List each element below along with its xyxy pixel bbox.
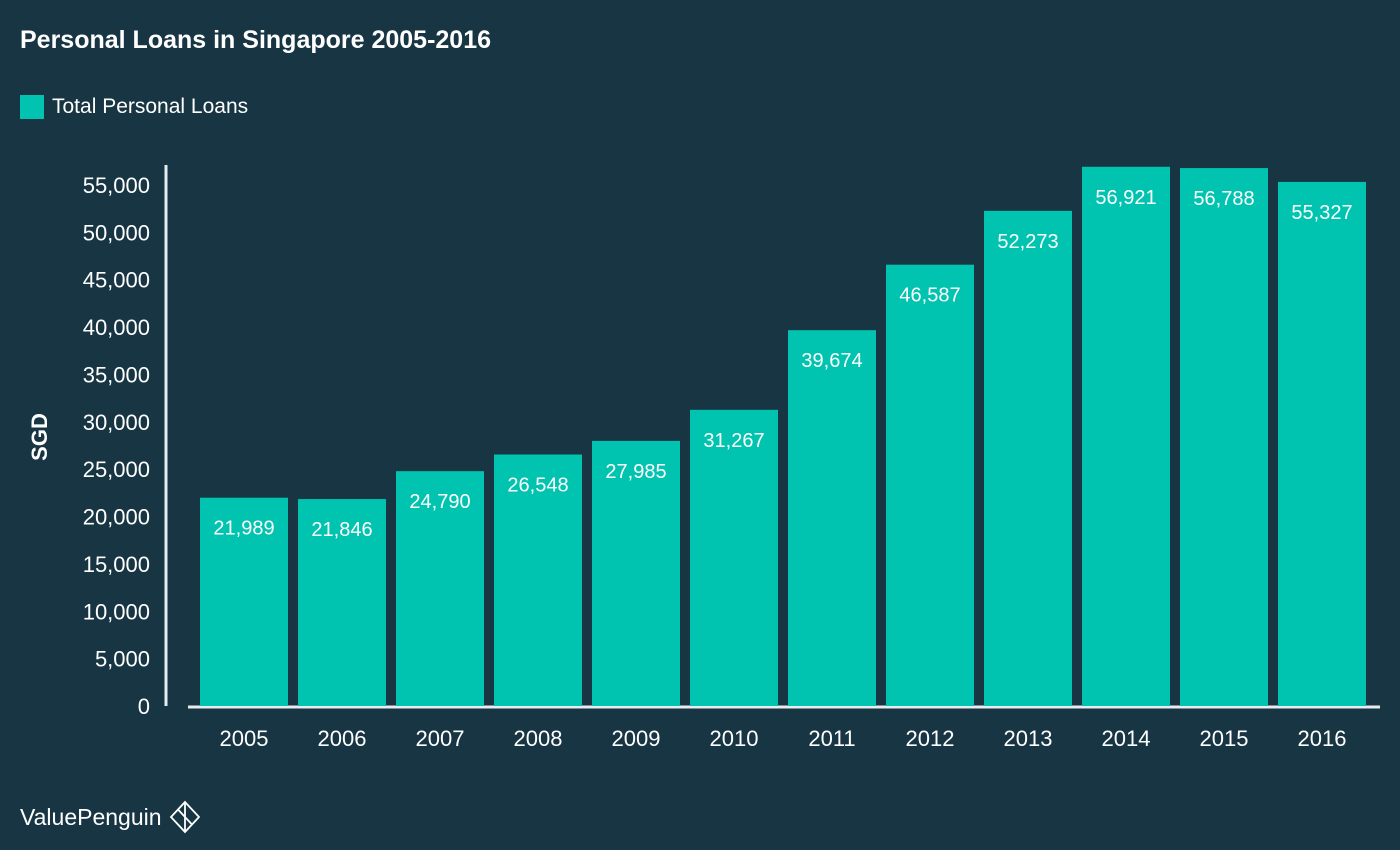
- y-tick-label: 35,000: [83, 362, 150, 387]
- bar-2013: [984, 210, 1072, 706]
- data-label-2008: 26,548: [507, 475, 568, 497]
- y-tick-label: 5,000: [95, 647, 150, 672]
- data-label-2006: 21,846: [311, 519, 372, 541]
- x-tick-label-2005: 2005: [220, 726, 269, 751]
- legend-swatch: [20, 95, 44, 119]
- x-tick-label-2012: 2012: [906, 726, 955, 751]
- data-label-2015: 56,788: [1193, 188, 1254, 210]
- y-tick-label: 25,000: [83, 457, 150, 482]
- y-tick-label: 10,000: [83, 599, 150, 624]
- bar-2011: [788, 330, 876, 706]
- data-label-2012: 46,587: [899, 285, 960, 307]
- data-label-2013: 52,273: [997, 231, 1058, 253]
- x-tick-label-2007: 2007: [416, 726, 465, 751]
- x-tick-label-2008: 2008: [514, 726, 563, 751]
- y-tick-label: 20,000: [83, 505, 150, 530]
- y-tick-label: 0: [138, 694, 150, 719]
- bar-2014: [1082, 166, 1170, 707]
- x-tick-label-2011: 2011: [808, 726, 855, 751]
- data-label-2010: 31,267: [703, 430, 764, 452]
- data-label-2005: 21,989: [213, 518, 274, 540]
- legend-label: Total Personal Loans: [52, 95, 249, 118]
- data-label-2016: 55,327: [1291, 202, 1352, 224]
- penguin-diamond-icon: [169, 800, 200, 834]
- bar-2010: [690, 409, 778, 706]
- bar-2016: [1278, 181, 1366, 707]
- bar-2005: [200, 497, 288, 706]
- bar-2006: [298, 499, 386, 706]
- x-axis: 2005 2006 2007 2008 2009 2010 2011 2012 2013 2014…: [188, 705, 1380, 751]
- bars: [200, 166, 1366, 707]
- bar-2015: [1180, 168, 1268, 707]
- x-tick-label-2016: 2016: [1298, 726, 1347, 751]
- brand-logo: ValuePenguin: [20, 800, 202, 834]
- data-label-2009: 27,985: [605, 461, 666, 483]
- brand-name: ValuePenguin: [20, 803, 162, 830]
- y-tick-label: 45,000: [83, 268, 150, 293]
- y-tick-label: 55,000: [83, 173, 150, 198]
- data-label-2011: 39,674: [801, 350, 862, 372]
- data-label-2007: 24,790: [409, 491, 470, 513]
- legend: Total Personal Loans: [20, 94, 248, 120]
- y-tick-label: 15,000: [83, 552, 150, 577]
- chart-title: Personal Loans in Singapore 2005-2016: [20, 26, 492, 54]
- bar-2007: [396, 471, 484, 706]
- y-tick-label: 50,000: [83, 220, 150, 245]
- bar-2012: [886, 264, 974, 706]
- x-tick-label-2014: 2014: [1102, 726, 1151, 751]
- bar-labels: 21,989 21,846 24,790 26,548 27,985 31,267 39,6…: [213, 187, 1352, 541]
- bar-2009: [592, 440, 680, 706]
- x-tick-label-2006: 2006: [318, 726, 367, 751]
- x-tick-label-2013: 2013: [1004, 726, 1053, 751]
- x-tick-label-2010: 2010: [710, 726, 759, 751]
- y-tick-label: 40,000: [83, 315, 150, 340]
- x-tick-label-2015: 2015: [1200, 726, 1249, 751]
- data-label-2014: 56,921: [1095, 187, 1156, 209]
- y-axis: 0 5,000 10,000 15,000 20,000 25,000 30,000 35,0…: [83, 165, 168, 719]
- y-axis-title: SGD: [27, 413, 52, 461]
- bar-2008: [494, 454, 582, 706]
- x-tick-label-2009: 2009: [612, 726, 661, 751]
- y-tick-label: 30,000: [83, 410, 150, 435]
